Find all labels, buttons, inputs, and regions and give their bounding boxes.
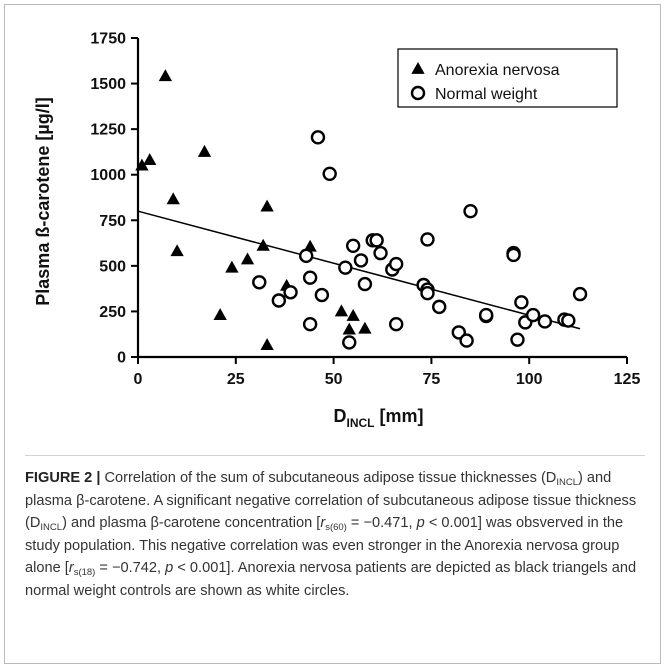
point-anorexia — [213, 308, 227, 320]
y-axis-title: Plasma ß-carotene [µg/l] — [33, 97, 53, 305]
point-normal-weight — [357, 276, 373, 292]
point-normal-weight — [420, 232, 435, 247]
point-normal-weight — [506, 247, 521, 263]
point-normal-weight — [373, 245, 388, 261]
point-anorexia — [158, 69, 173, 82]
point-normal-weight — [271, 293, 287, 308]
x-tick-label: 100 — [516, 371, 543, 388]
point-normal-weight — [353, 253, 369, 268]
point-anorexia — [303, 239, 317, 252]
point-normal-weight — [463, 203, 478, 219]
legend-box — [397, 48, 618, 108]
x-tick-label: 0 — [134, 371, 143, 388]
caption-text: Correlation of the sum of subcutaneous a… — [25, 470, 637, 599]
y-tick-label: 250 — [99, 304, 126, 321]
figure-caption: FIGURE 2 | Correlation of the sum of sub… — [25, 467, 650, 602]
legend-marker-anorexia — [411, 62, 425, 74]
point-normal-weight — [369, 233, 384, 248]
point-normal-weight — [525, 307, 541, 323]
point-anorexia — [166, 192, 180, 205]
point-normal-weight — [310, 130, 326, 145]
point-normal-weight — [322, 166, 337, 182]
y-tick-label: 1500 — [90, 76, 126, 93]
point-normal-weight — [302, 270, 318, 285]
y-tick-label: 500 — [99, 258, 126, 275]
point-anorexia — [346, 308, 360, 321]
point-anorexia — [135, 158, 149, 171]
legend-marker-normal-weight — [410, 85, 426, 101]
point-anorexia — [260, 199, 274, 212]
point-anorexia — [143, 153, 157, 166]
point-normal-weight — [314, 287, 330, 303]
point-anorexia — [240, 252, 255, 265]
point-normal-weight — [537, 314, 553, 329]
x-axis-title: DINCL [mm] — [334, 406, 424, 430]
point-normal-weight — [478, 307, 494, 323]
regression-line — [137, 210, 581, 330]
point-normal-weight — [283, 285, 298, 300]
point-normal-weight — [388, 316, 404, 332]
figure-frame: 0 250 500 750 1000 1250 1500 1750 0 25 50 75 100 125 P… — [4, 4, 661, 664]
y-tick-label: 1000 — [90, 167, 126, 184]
point-normal-weight — [342, 335, 357, 350]
legend-label-normal-weight: Normal weight — [435, 86, 538, 103]
point-normal-weight — [432, 299, 447, 315]
point-normal-weight — [514, 295, 529, 310]
point-normal-weight — [420, 286, 435, 301]
point-anorexia — [256, 238, 270, 251]
point-normal-weight — [345, 238, 361, 254]
y-tick-label: 1250 — [90, 122, 126, 139]
point-anorexia — [197, 144, 212, 157]
point-normal-weight — [388, 256, 404, 272]
x-tick-label: 125 — [614, 371, 641, 388]
y-tick-label: 1750 — [90, 31, 126, 48]
point-normal-weight — [302, 316, 318, 332]
point-normal-weight — [252, 275, 267, 290]
y-tick-label: 750 — [99, 213, 126, 230]
caption-divider — [25, 455, 645, 456]
x-tick-label: 25 — [227, 371, 245, 388]
x-tick-label: 75 — [423, 371, 441, 388]
point-anorexia — [342, 322, 356, 335]
point-anorexia — [170, 244, 184, 257]
point-normal-weight — [299, 248, 314, 264]
legend-label-anorexia: Anorexia nervosa — [435, 62, 560, 79]
point-anorexia — [260, 338, 274, 351]
point-normal-weight — [561, 313, 576, 328]
point-normal-weight — [572, 286, 588, 302]
point-normal-weight — [338, 260, 353, 275]
point-anorexia — [334, 304, 349, 317]
point-anorexia — [225, 260, 239, 273]
scatter-plot: 0 250 500 750 1000 1250 1500 1750 0 25 50 75 100 125 P… — [33, 31, 641, 431]
point-anorexia — [358, 321, 372, 334]
point-normal-weight — [459, 333, 474, 348]
x-tick-label: 50 — [325, 371, 343, 388]
figure-label: FIGURE 2 | — [25, 470, 101, 486]
y-tick-label: 0 — [117, 350, 126, 367]
point-normal-weight — [510, 332, 525, 347]
